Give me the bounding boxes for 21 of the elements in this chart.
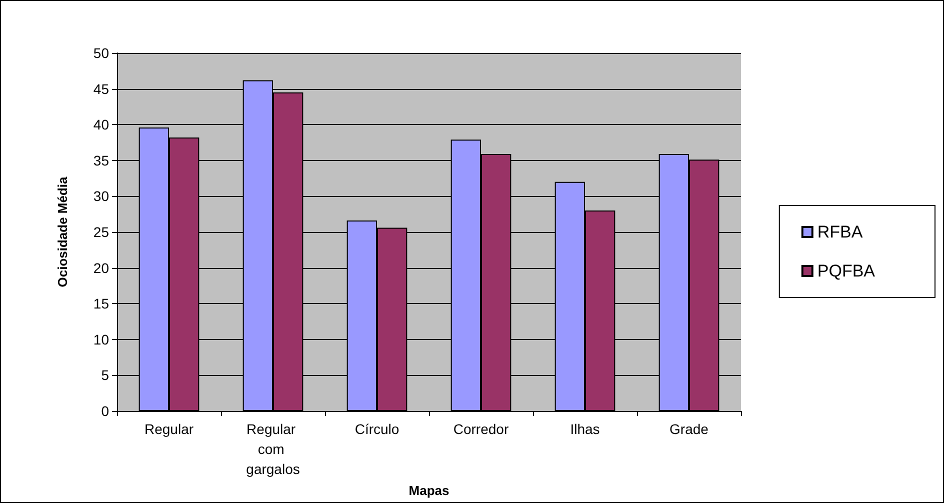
legend-label: RFBA (817, 222, 864, 242)
y-tick-label: 35 (93, 152, 110, 168)
x-tick-label: Grade (670, 421, 709, 437)
x-tick-label: Regular (144, 421, 194, 437)
y-tick-label: 0 (101, 403, 110, 419)
x-tick-label: Ilhas (570, 421, 600, 437)
y-tick-label: 50 (93, 45, 110, 61)
y-tick-label: 30 (93, 188, 110, 204)
x-axis-title: Mapas (408, 482, 450, 498)
y-tick-label: 15 (93, 296, 110, 312)
y-tick-label: 45 (93, 80, 110, 97)
y-axis-title: Ociosidade Média (55, 176, 70, 288)
y-tick-label: 10 (93, 331, 110, 348)
y-tick-label: 40 (93, 116, 110, 133)
x-tick-label: Corredor (453, 421, 509, 437)
y-tick-label: 25 (93, 224, 110, 240)
x-tick-label: Regular com gargalos (246, 421, 300, 477)
y-tick-label: 5 (101, 367, 110, 384)
y-tick-label: 20 (93, 260, 110, 276)
legend-label: PQFBA (817, 262, 876, 280)
x-tick-label: Círculo (354, 421, 400, 437)
